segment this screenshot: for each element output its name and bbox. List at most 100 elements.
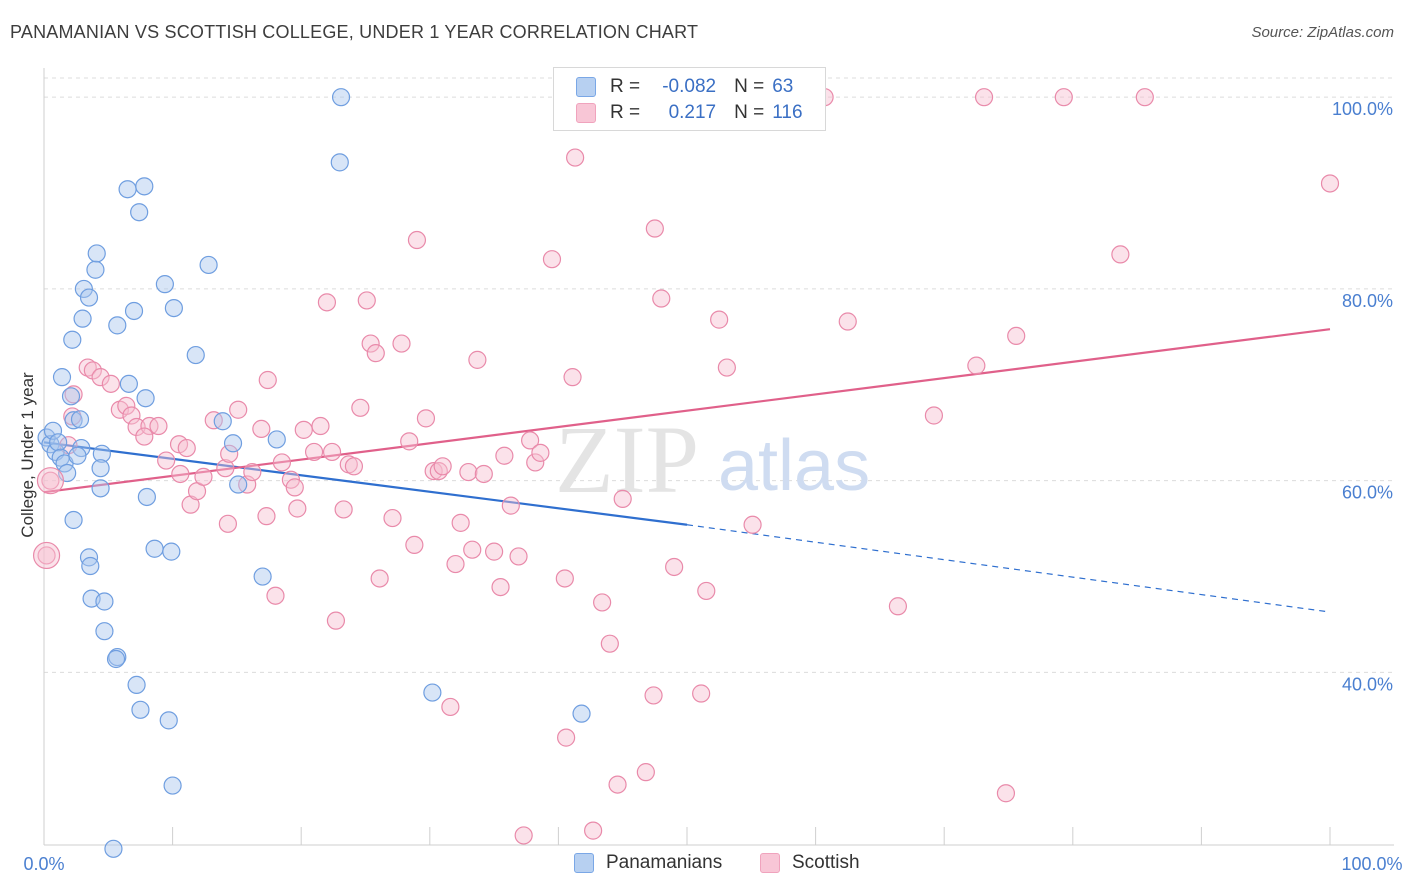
scottish-point	[304, 442, 324, 462]
scottish-point	[451, 513, 470, 532]
panamanian-point	[63, 330, 82, 349]
panamanian-point	[127, 675, 146, 694]
panamanian-point	[74, 279, 93, 299]
panamanian-point	[104, 839, 123, 858]
scottish-point	[1054, 88, 1073, 107]
scottish-point	[285, 478, 304, 497]
x-tick-label: 0.0%	[23, 854, 64, 874]
scottish-point-large	[36, 467, 65, 495]
scottish-point	[258, 370, 277, 390]
panamanian-point	[135, 177, 154, 196]
scottish-point	[463, 540, 482, 559]
legend-n-label: N =	[734, 76, 765, 97]
legend-swatch-blue	[576, 77, 596, 97]
legend-row-panamanians: R = -0.082 N = 63	[576, 75, 793, 99]
scottish-point	[645, 219, 664, 238]
scottish-point	[743, 515, 762, 534]
panamanian-point	[159, 711, 178, 730]
scottish-point	[491, 577, 510, 597]
scottish-point	[177, 438, 196, 458]
panamanian-point	[64, 510, 83, 530]
panamanian-point	[68, 446, 87, 465]
scottish-point	[220, 444, 239, 463]
scottish-point	[41, 471, 60, 490]
scottish-point	[400, 432, 419, 451]
y-tick-label: 80.0%	[1342, 291, 1393, 311]
bottom-legend-swatch-pink	[760, 853, 780, 873]
scottish-point	[563, 368, 582, 387]
scottish-point	[101, 374, 120, 393]
scottish-point	[1135, 88, 1154, 107]
y-tick-label: 40.0%	[1342, 674, 1393, 694]
panamanian-point	[92, 444, 111, 463]
chart-title: PANAMANIAN VS SCOTTISH COLLEGE, UNDER 1 …	[10, 22, 699, 42]
scottish-point	[317, 293, 337, 312]
panamanian-point	[91, 479, 110, 498]
panamanian-point	[145, 539, 164, 558]
scottish-point	[127, 417, 146, 437]
data-points	[32, 88, 1340, 858]
panamanian-point	[572, 704, 591, 723]
panamanian-point	[43, 421, 63, 440]
scottish-point	[383, 508, 402, 528]
panamanian-point	[118, 180, 137, 199]
panamanian-point	[91, 459, 110, 478]
scottish-point	[218, 514, 237, 533]
x-tick-label: 100.0%	[1341, 854, 1402, 874]
scottish-point	[584, 821, 603, 840]
panamanian-point	[330, 153, 349, 172]
scottish-point	[392, 334, 411, 353]
scottish-point	[91, 368, 110, 387]
scottish-point	[459, 462, 478, 482]
scottish-point	[974, 88, 994, 107]
legend-r-label: R =	[610, 102, 641, 123]
panamanian-point	[162, 542, 181, 561]
trend-lines	[43, 328, 1331, 613]
scottish-point	[967, 356, 986, 375]
scottish-point	[366, 344, 385, 363]
scottish-point	[157, 451, 176, 470]
legend: R = -0.082 N = 63 R = 0.217 N = 116	[553, 67, 826, 131]
scottish-point	[357, 291, 376, 310]
scottish-point	[1320, 174, 1340, 193]
panamanian-point	[70, 410, 90, 429]
panamanian-point	[155, 275, 174, 294]
bottom-legend-scottish: Scottish	[760, 852, 860, 874]
scottish-point	[566, 148, 585, 167]
scottish-point	[424, 461, 443, 481]
panamanian-point	[423, 683, 442, 702]
panamanian-trend-line	[43, 441, 688, 526]
scottish-point	[243, 462, 262, 482]
scottish-point	[485, 542, 504, 561]
scottish-point	[334, 500, 353, 519]
scottish-point	[149, 416, 168, 436]
scottish-point	[266, 586, 285, 605]
y-tick-label: 60.0%	[1342, 483, 1393, 503]
panamanian-point	[95, 622, 114, 641]
panamanian-point	[124, 301, 144, 321]
panamanian-point	[163, 776, 182, 795]
scottish-point	[531, 443, 550, 462]
scottish-point	[509, 547, 528, 566]
scottish-point	[495, 446, 514, 465]
scottish-point	[526, 453, 545, 472]
watermark-atlas: atlas	[718, 426, 870, 506]
scottish-point	[344, 457, 364, 476]
scottish-point	[557, 728, 576, 747]
panamanian-point	[106, 649, 126, 669]
scottish-point	[652, 289, 671, 308]
scottish-point	[37, 546, 56, 565]
panamanian-point	[253, 567, 272, 586]
scottish-point	[171, 464, 190, 484]
scottish-point	[294, 420, 313, 439]
panamanian-point	[136, 389, 155, 408]
scottish-point	[216, 459, 235, 478]
scottish-trend-line	[43, 328, 1331, 494]
legend-r-value: 0.217	[668, 102, 717, 123]
scottish-point	[888, 597, 908, 616]
scottish-point	[521, 431, 540, 450]
scottish-point	[272, 453, 292, 472]
panamanian-point	[79, 288, 99, 307]
panamanian-point	[61, 387, 81, 406]
scottish-point	[468, 350, 487, 369]
